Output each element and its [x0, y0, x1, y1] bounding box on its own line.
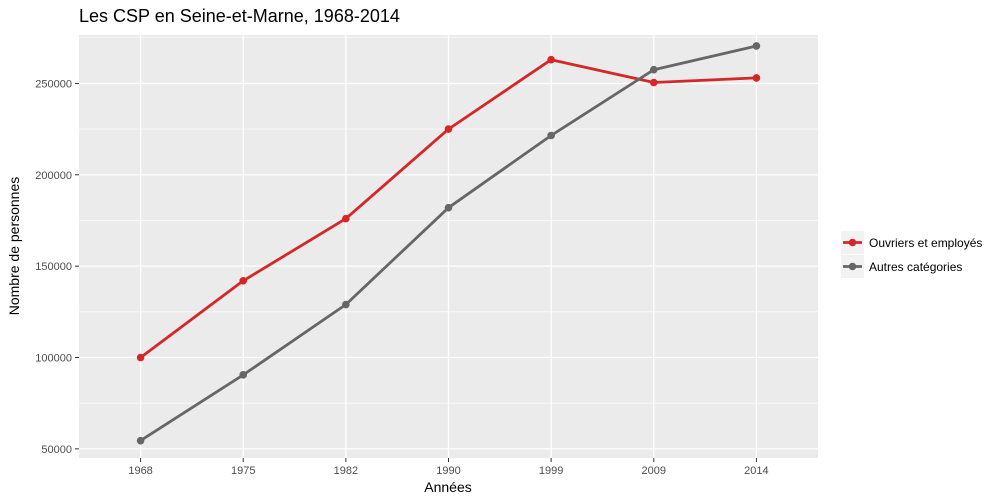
- data-point: [547, 55, 555, 64]
- series-points: [136, 42, 761, 445]
- legend-label-1: Ouvriers et employés: [869, 236, 982, 250]
- x-tick-label: 1982: [334, 465, 358, 477]
- legend-label-2: Autres catégories: [869, 260, 962, 274]
- x-tick-label: 1999: [539, 465, 563, 477]
- x-tick-label: 2014: [744, 465, 768, 477]
- data-point: [547, 131, 555, 140]
- y-tick-label: 200000: [35, 170, 72, 182]
- legend-key-point: [848, 262, 857, 271]
- major-gridlines: [79, 35, 818, 458]
- x-tick-label: 1990: [436, 465, 460, 477]
- legend: Ouvriers et employés Autres catégories: [841, 231, 982, 278]
- x-tick-label: 1968: [128, 465, 152, 477]
- y-tick-label: 100000: [35, 353, 72, 365]
- y-tick-label: 250000: [35, 78, 72, 90]
- data-point: [649, 65, 658, 74]
- data-point: [239, 371, 248, 379]
- x-tick-label: 1975: [231, 465, 255, 477]
- data-point: [136, 436, 145, 445]
- data-point: [752, 42, 761, 50]
- data-point: [649, 78, 658, 87]
- x-axis-ticks: 1968 1975 1982 1990 1999 2009 2014: [128, 458, 769, 477]
- data-point: [444, 125, 453, 133]
- data-point: [752, 74, 761, 82]
- chart-title: Les CSP en Seine-et-Marne, 1968-2014: [79, 6, 400, 26]
- legend-key-point: [848, 238, 857, 247]
- y-tick-label: 150000: [35, 261, 72, 273]
- x-tick-label: 2009: [642, 465, 666, 477]
- data-point: [136, 353, 145, 362]
- y-axis-title: Nombre de personnes: [6, 177, 22, 316]
- data-point: [239, 276, 248, 285]
- data-point: [342, 214, 350, 223]
- data-point: [342, 300, 350, 309]
- x-axis-title: Années: [424, 479, 471, 495]
- data-point: [444, 203, 453, 212]
- y-axis-ticks: 50000 100000 150000 200000 250000: [35, 78, 79, 456]
- y-tick-label: 50000: [41, 444, 72, 456]
